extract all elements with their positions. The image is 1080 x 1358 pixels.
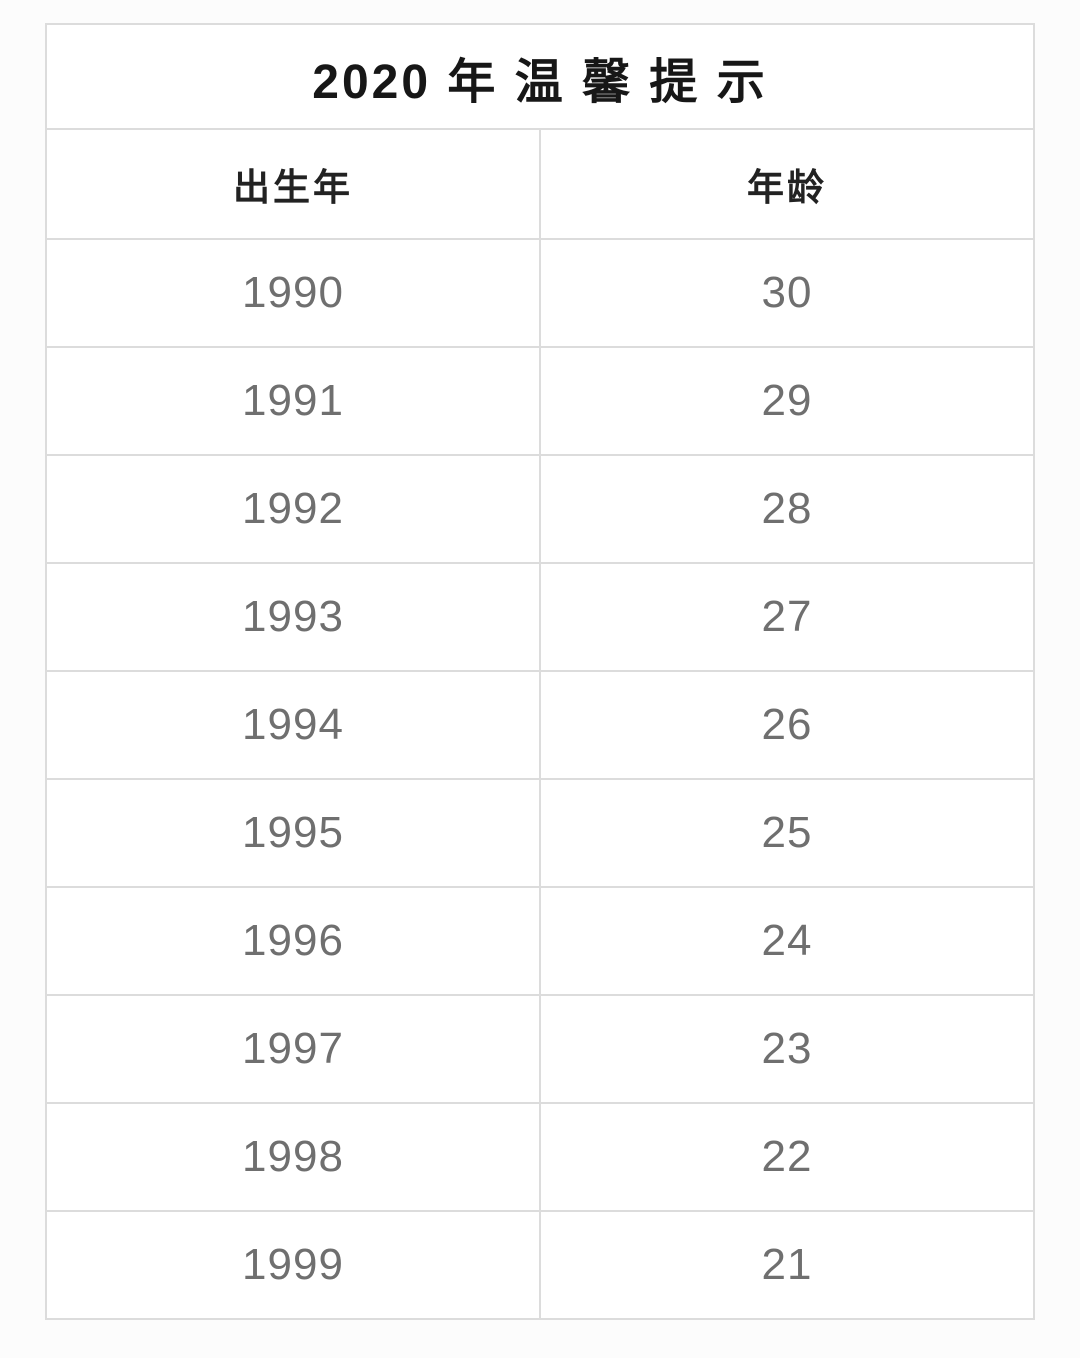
birth-year-cell: 1993 <box>45 562 541 672</box>
table-row: 1995 25 <box>45 778 1035 888</box>
birth-year-cell: 1992 <box>45 454 541 564</box>
table-row: 1997 23 <box>45 994 1035 1104</box>
birth-year-cell: 1991 <box>45 346 541 456</box>
age-cell: 29 <box>539 346 1035 456</box>
title-row: 2020 年 温 馨 提 示 <box>45 23 1035 130</box>
birth-year-cell: 1995 <box>45 778 541 888</box>
table-row: 1990 30 <box>45 238 1035 348</box>
birth-year-cell: 1998 <box>45 1102 541 1212</box>
birth-year-cell: 1999 <box>45 1210 541 1320</box>
age-cell: 22 <box>539 1102 1035 1212</box>
birth-year-cell: 1997 <box>45 994 541 1104</box>
column-header-age: 年龄 <box>539 128 1035 240</box>
column-header-birth-year: 出生年 <box>45 128 541 240</box>
age-cell: 28 <box>539 454 1035 564</box>
table-row: 1992 28 <box>45 454 1035 564</box>
table-row: 1993 27 <box>45 562 1035 672</box>
age-cell: 30 <box>539 238 1035 348</box>
table-row: 1998 22 <box>45 1102 1035 1212</box>
age-cell: 25 <box>539 778 1035 888</box>
birth-year-cell: 1994 <box>45 670 541 780</box>
age-cell: 24 <box>539 886 1035 996</box>
table-row: 1991 29 <box>45 346 1035 456</box>
table-title: 2020 年 温 馨 提 示 <box>45 23 1035 130</box>
birth-year-cell: 1990 <box>45 238 541 348</box>
table-row: 1999 21 <box>45 1210 1035 1320</box>
age-reference-table: 2020 年 温 馨 提 示 出生年 年龄 1990 30 1991 29 19… <box>45 23 1035 1320</box>
table-row: 1996 24 <box>45 886 1035 996</box>
age-cell: 26 <box>539 670 1035 780</box>
age-cell: 27 <box>539 562 1035 672</box>
header-row: 出生年 年龄 <box>45 128 1035 240</box>
table-row: 1994 26 <box>45 670 1035 780</box>
birth-year-cell: 1996 <box>45 886 541 996</box>
age-cell: 21 <box>539 1210 1035 1320</box>
age-cell: 23 <box>539 994 1035 1104</box>
